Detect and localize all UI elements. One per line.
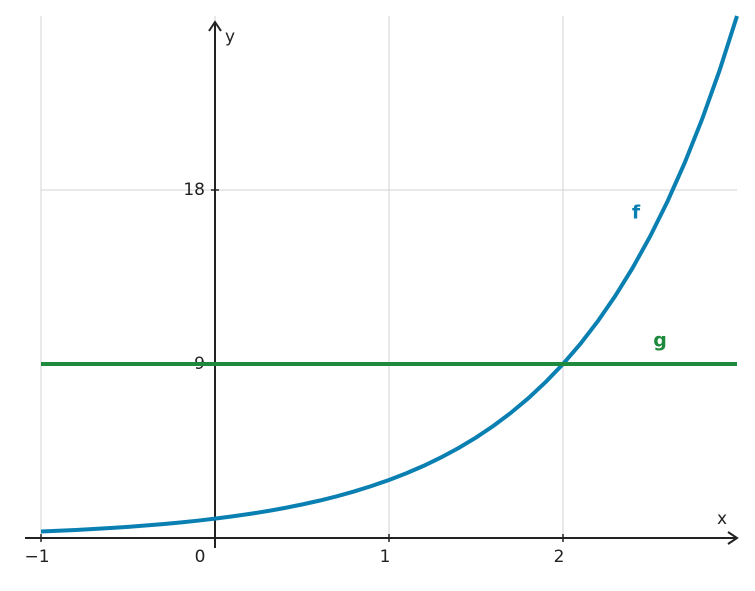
- x-tick-label: −1: [24, 547, 49, 567]
- x-tick-label: 2: [554, 547, 565, 567]
- x-axis-label: x: [717, 509, 727, 529]
- y-tick-label: 18: [183, 180, 205, 200]
- x-tick-label: 0: [195, 547, 206, 567]
- x-tick-label: 1: [380, 547, 391, 567]
- series-line: [40, 15, 739, 534]
- series-label: g: [653, 330, 667, 352]
- y-axis-label: y: [225, 27, 235, 47]
- x-axis-arrow: [727, 531, 739, 545]
- series-label: f: [632, 202, 641, 224]
- y-axis-arrow: [208, 20, 222, 32]
